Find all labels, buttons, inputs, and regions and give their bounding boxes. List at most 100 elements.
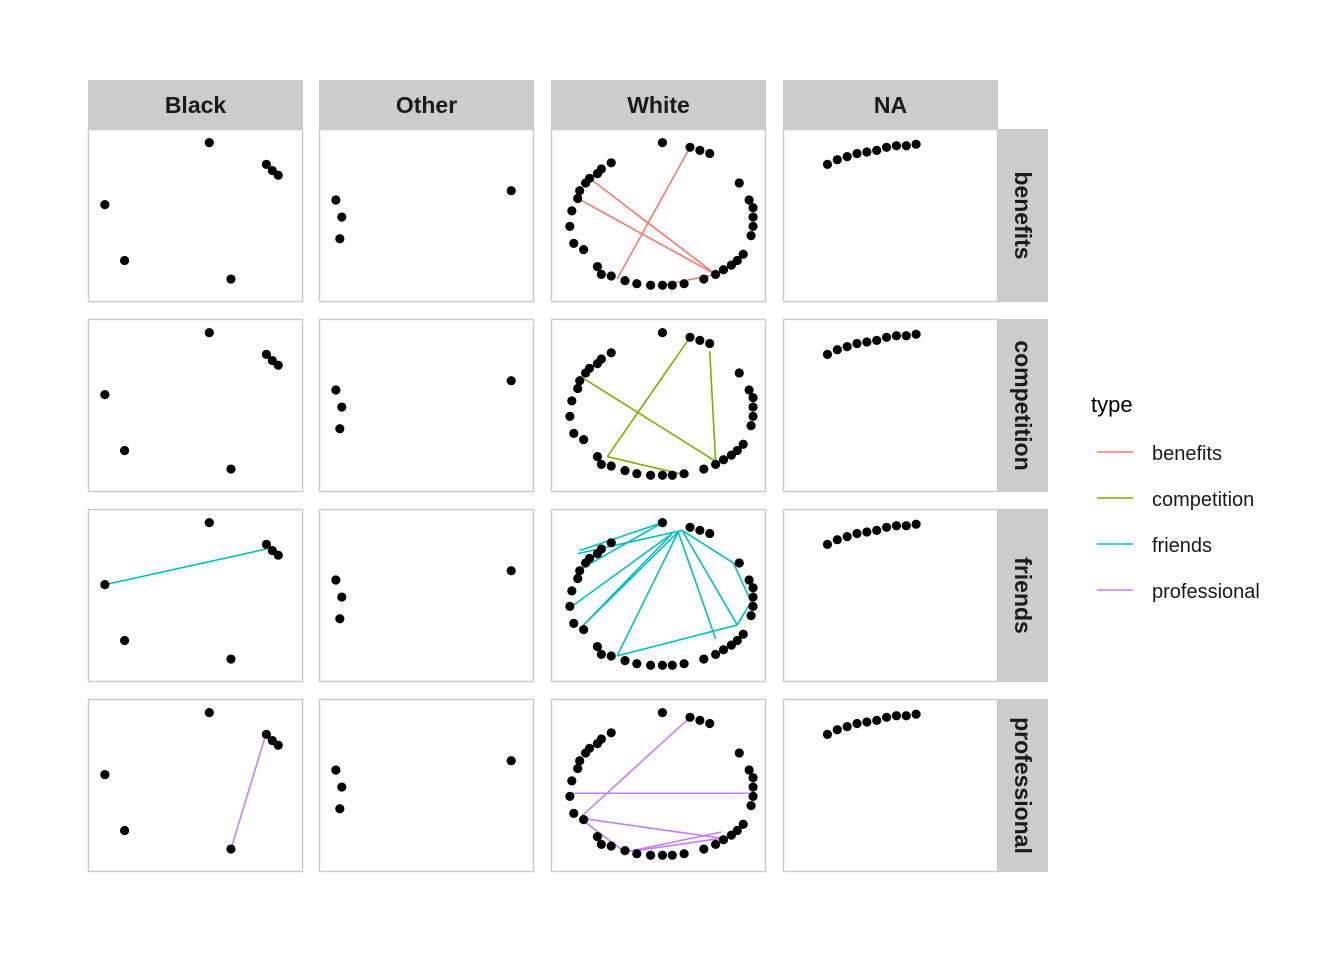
node-point [100,580,110,590]
node-point [862,337,872,347]
node-point [911,709,921,719]
node-point [204,518,214,528]
node-point [748,791,758,801]
node-point [657,470,668,480]
node-point [335,234,345,244]
node-point [881,712,892,722]
node-point [606,651,616,661]
node-point [337,402,347,412]
node-point [100,200,110,210]
node-point [685,522,695,532]
node-point [337,592,347,602]
node-point [620,656,630,666]
node-point [657,518,668,528]
node-point [738,629,748,639]
node-point [685,712,695,722]
node-point [569,238,579,248]
node-point [911,139,921,149]
row-strip-label: professional [1010,717,1036,854]
node-point [261,159,272,169]
node-point [657,328,668,338]
column-strip-black [88,80,303,129]
node-point [679,659,689,669]
node-point [711,839,721,850]
node-point [567,586,577,596]
nodes-layer [100,138,921,860]
node-point [901,521,911,531]
node-point [852,338,862,349]
panel-white-benefits [550,128,767,303]
node-point [273,550,283,560]
column-strip-white [551,80,766,129]
node-point [606,841,616,851]
node-point [748,402,758,412]
node-point [695,525,705,536]
node-point [832,345,842,355]
node-point [738,439,748,449]
node-point [891,521,902,531]
node-point [911,329,921,339]
node-point [506,756,516,766]
row-strip-professional [998,699,1048,872]
column-strip-label: Black [165,92,227,118]
column-strip-label: NA [874,92,907,118]
node-point [726,830,736,840]
node-point [592,642,603,652]
node-point [596,839,606,850]
edge-friends [732,562,752,603]
node-point [718,265,729,275]
node-point [891,141,902,151]
panel-other-benefits [318,128,535,303]
node-point [331,765,341,775]
node-point [119,445,130,456]
node-point [699,654,709,664]
node-point [646,850,656,860]
node-point [573,383,583,394]
node-point [646,470,656,480]
edge-professional [230,738,266,850]
node-point [579,625,589,635]
node-point [738,819,748,829]
node-point [901,331,911,341]
node-point [331,575,341,585]
node-point [506,186,516,196]
legend-label: competition [1152,489,1254,511]
panel-white-competition [550,318,767,493]
node-point [718,835,729,845]
edge-competition [708,351,717,462]
node-point [632,469,642,479]
node-point [872,525,882,536]
node-point [620,276,630,286]
column-strip-label: White [627,92,690,118]
node-point [734,178,744,188]
node-point [606,158,616,168]
node-point [335,424,345,434]
node-point [695,145,705,155]
node-point [842,532,852,542]
node-point [748,773,758,783]
node-point [734,368,744,378]
column-strip-na [783,80,998,129]
panel-other-professional [318,698,535,873]
node-point [204,328,214,338]
node-point [744,575,754,585]
node-point [744,765,754,775]
row-strip-benefits [998,129,1048,302]
node-point [832,155,842,165]
node-point [565,601,575,611]
panel-black-benefits [87,128,304,303]
node-point [726,640,736,650]
node-point [748,212,758,222]
edge-benefits [616,146,691,280]
column-strip-other [319,80,534,129]
edge-friends [677,531,717,640]
node-point [579,815,589,825]
edge-competition [607,455,681,475]
node-point [579,245,589,255]
panel-na-competition [782,318,999,493]
node-point [891,331,902,341]
node-point [862,527,872,537]
row-strip-friends [998,509,1048,682]
node-point [699,844,709,854]
